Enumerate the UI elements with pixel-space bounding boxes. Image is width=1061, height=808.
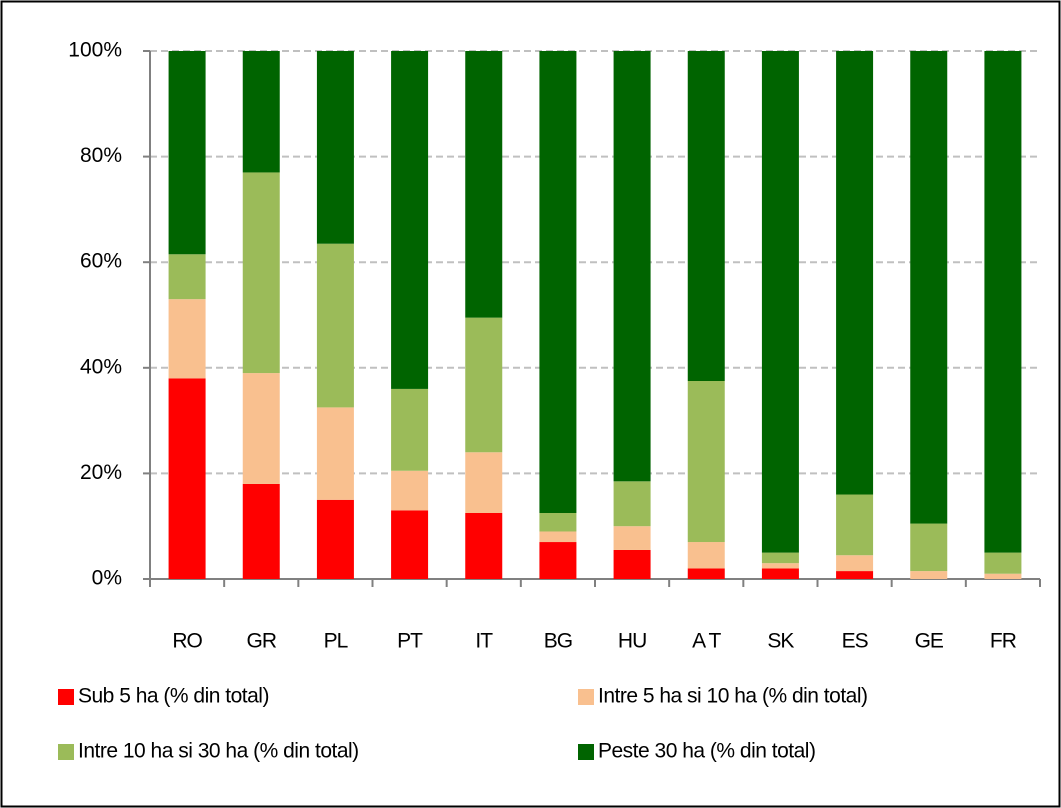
x-tick-label: FR (990, 630, 1017, 653)
bar-segment (761, 552, 799, 564)
bar-segment (391, 510, 429, 579)
bar-segment (465, 317, 503, 453)
bar-segment (316, 499, 354, 579)
bar-segment (242, 172, 280, 374)
y-tick-label: 20% (80, 461, 122, 484)
legend-swatch (578, 689, 594, 705)
bar-segment (687, 568, 725, 579)
bar-segment (836, 555, 874, 572)
bar-segment (761, 51, 799, 553)
bar-segment (687, 51, 725, 381)
bar-segment (539, 51, 577, 513)
bar-segment (168, 254, 206, 300)
bar-segment (687, 381, 725, 543)
y-tick-label: 100% (68, 39, 122, 62)
x-tick-label: GE (915, 630, 944, 653)
legend-swatch (58, 689, 74, 705)
y-tick-label: 0% (92, 567, 122, 590)
bar-segment (242, 483, 280, 579)
bar-segment (465, 51, 503, 318)
x-tick-label: SK (767, 630, 794, 653)
bar-segment (613, 481, 651, 527)
bar-segment (836, 571, 874, 579)
y-tick-label: 40% (80, 355, 122, 378)
y-tick-label: 60% (80, 250, 122, 273)
legend-label: Intre 5 ha si 10 ha (% din total) (598, 685, 868, 708)
bar-segment (465, 452, 503, 513)
y-tick-label: 80% (80, 144, 122, 167)
bar-segment (836, 494, 874, 556)
bar-segment (168, 299, 206, 379)
x-tick-label: HU (618, 630, 646, 653)
bar-segment (391, 470, 429, 511)
bar-segment (836, 51, 874, 495)
x-tick-label: GR (247, 630, 277, 653)
bar-segment (984, 51, 1022, 553)
legend-swatch (578, 744, 594, 760)
bar-segment (761, 568, 799, 579)
bar-segment (613, 51, 651, 482)
legend-label: Peste 30 ha (% din total) (598, 740, 815, 763)
bar-segment (761, 563, 799, 569)
bar-segment (242, 373, 280, 484)
legend-label: Sub 5 ha (% din total) (78, 685, 269, 708)
bar-segment (539, 531, 577, 543)
bar-segment (910, 51, 948, 524)
x-tick-label: PL (324, 630, 348, 653)
bar-segment (391, 51, 429, 389)
bar-segment (539, 542, 577, 579)
x-tick-label: PT (397, 630, 423, 653)
bar-segment (539, 513, 577, 532)
bar-segment (613, 549, 651, 579)
bar-segment (984, 552, 1022, 574)
bar-segment (984, 573, 1022, 579)
bar-segment (391, 388, 429, 471)
bar-segment (465, 513, 503, 579)
x-tick-label: RO (172, 630, 202, 653)
bar-segment (316, 51, 354, 244)
bar-segment (910, 523, 948, 572)
bar-segment (168, 378, 206, 579)
x-tick-label: A T (692, 630, 721, 653)
bar-segment (168, 51, 206, 255)
bar-segment (242, 51, 280, 173)
bar-segment (613, 526, 651, 550)
x-tick-label: BG (544, 630, 572, 653)
bar-segment (316, 243, 354, 408)
x-tick-label: IT (475, 630, 493, 653)
x-tick-label: ES (842, 630, 869, 653)
bar-segment (687, 542, 725, 569)
bar-segment (316, 407, 354, 500)
legend-label: Intre 10 ha si 30 ha (% din total) (78, 740, 359, 763)
legend-swatch (58, 744, 74, 760)
bar-segment (910, 571, 948, 579)
